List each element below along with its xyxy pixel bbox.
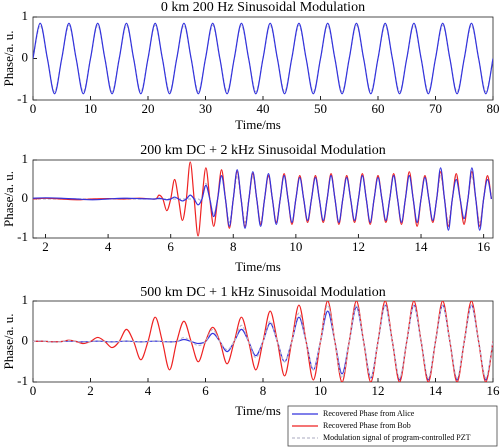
y-axis-label: Phase/a. u. [1,171,16,227]
chart-title: 0 km 200 Hz Sinusoidal Modulation [161,0,365,15]
y-tick-label: 1 [22,8,29,23]
y-tick-label: -1 [17,373,28,388]
x-tick-label: 30 [199,101,212,116]
x-tick-label: 6 [202,383,209,398]
x-tick-label: 10 [289,239,302,254]
y-tick-label: 0 [22,190,29,205]
x-tick-label: 16 [477,239,491,254]
y-tick-label: 0 [22,49,29,64]
legend-label: Recovered Phase from Alice [323,409,415,418]
x-tick-label: 8 [230,239,237,254]
series-line [33,22,493,95]
x-tick-label: 50 [314,101,327,116]
y-tick-label: -1 [17,91,28,106]
y-tick-label: 1 [22,292,29,307]
chart-title: 200 km DC + 2 kHz Sinusoidal Modulation [140,143,386,158]
x-tick-label: 80 [487,101,500,116]
x-tick-label: 14 [429,383,443,398]
y-axis-label: Phase/a. u. [1,314,16,370]
x-tick-label: 12 [352,239,365,254]
x-tick-label: 16 [487,383,500,398]
x-tick-label: 14 [415,239,429,254]
y-tick-label: 0 [22,332,29,347]
y-tick-label: 1 [22,151,29,166]
series-line [33,167,493,231]
legend-box [287,405,498,447]
x-tick-label: 10 [84,101,97,116]
y-axis-label: Phase/a. u. [1,31,16,87]
x-tick-label: 2 [42,239,49,254]
legend-label: Recovered Phase from Bob [323,421,411,430]
x-tick-label: 8 [260,383,267,398]
x-tick-label: 40 [257,101,270,116]
x-tick-label: 4 [105,239,112,254]
x-tick-label: 0 [30,101,37,116]
x-axis-label: Time/ms [235,117,281,132]
x-tick-label: 60 [372,101,385,116]
chart-title: 500 km DC + 1 kHz Sinusoidal Modulation [140,285,386,300]
series-line [33,304,493,379]
x-axis-label: Time/ms [235,403,281,418]
x-tick-label: 12 [372,383,385,398]
x-tick-label: 70 [429,101,442,116]
x-tick-label: 2 [87,383,94,398]
x-tick-label: 0 [30,383,37,398]
x-tick-label: 10 [314,383,327,398]
x-tick-label: 4 [145,383,152,398]
x-tick-label: 6 [167,239,174,254]
legend-label: Modulation signal of program-controlled … [323,433,471,442]
x-tick-label: 20 [142,101,155,116]
x-axis-label: Time/ms [235,259,281,274]
y-tick-label: -1 [17,229,28,244]
